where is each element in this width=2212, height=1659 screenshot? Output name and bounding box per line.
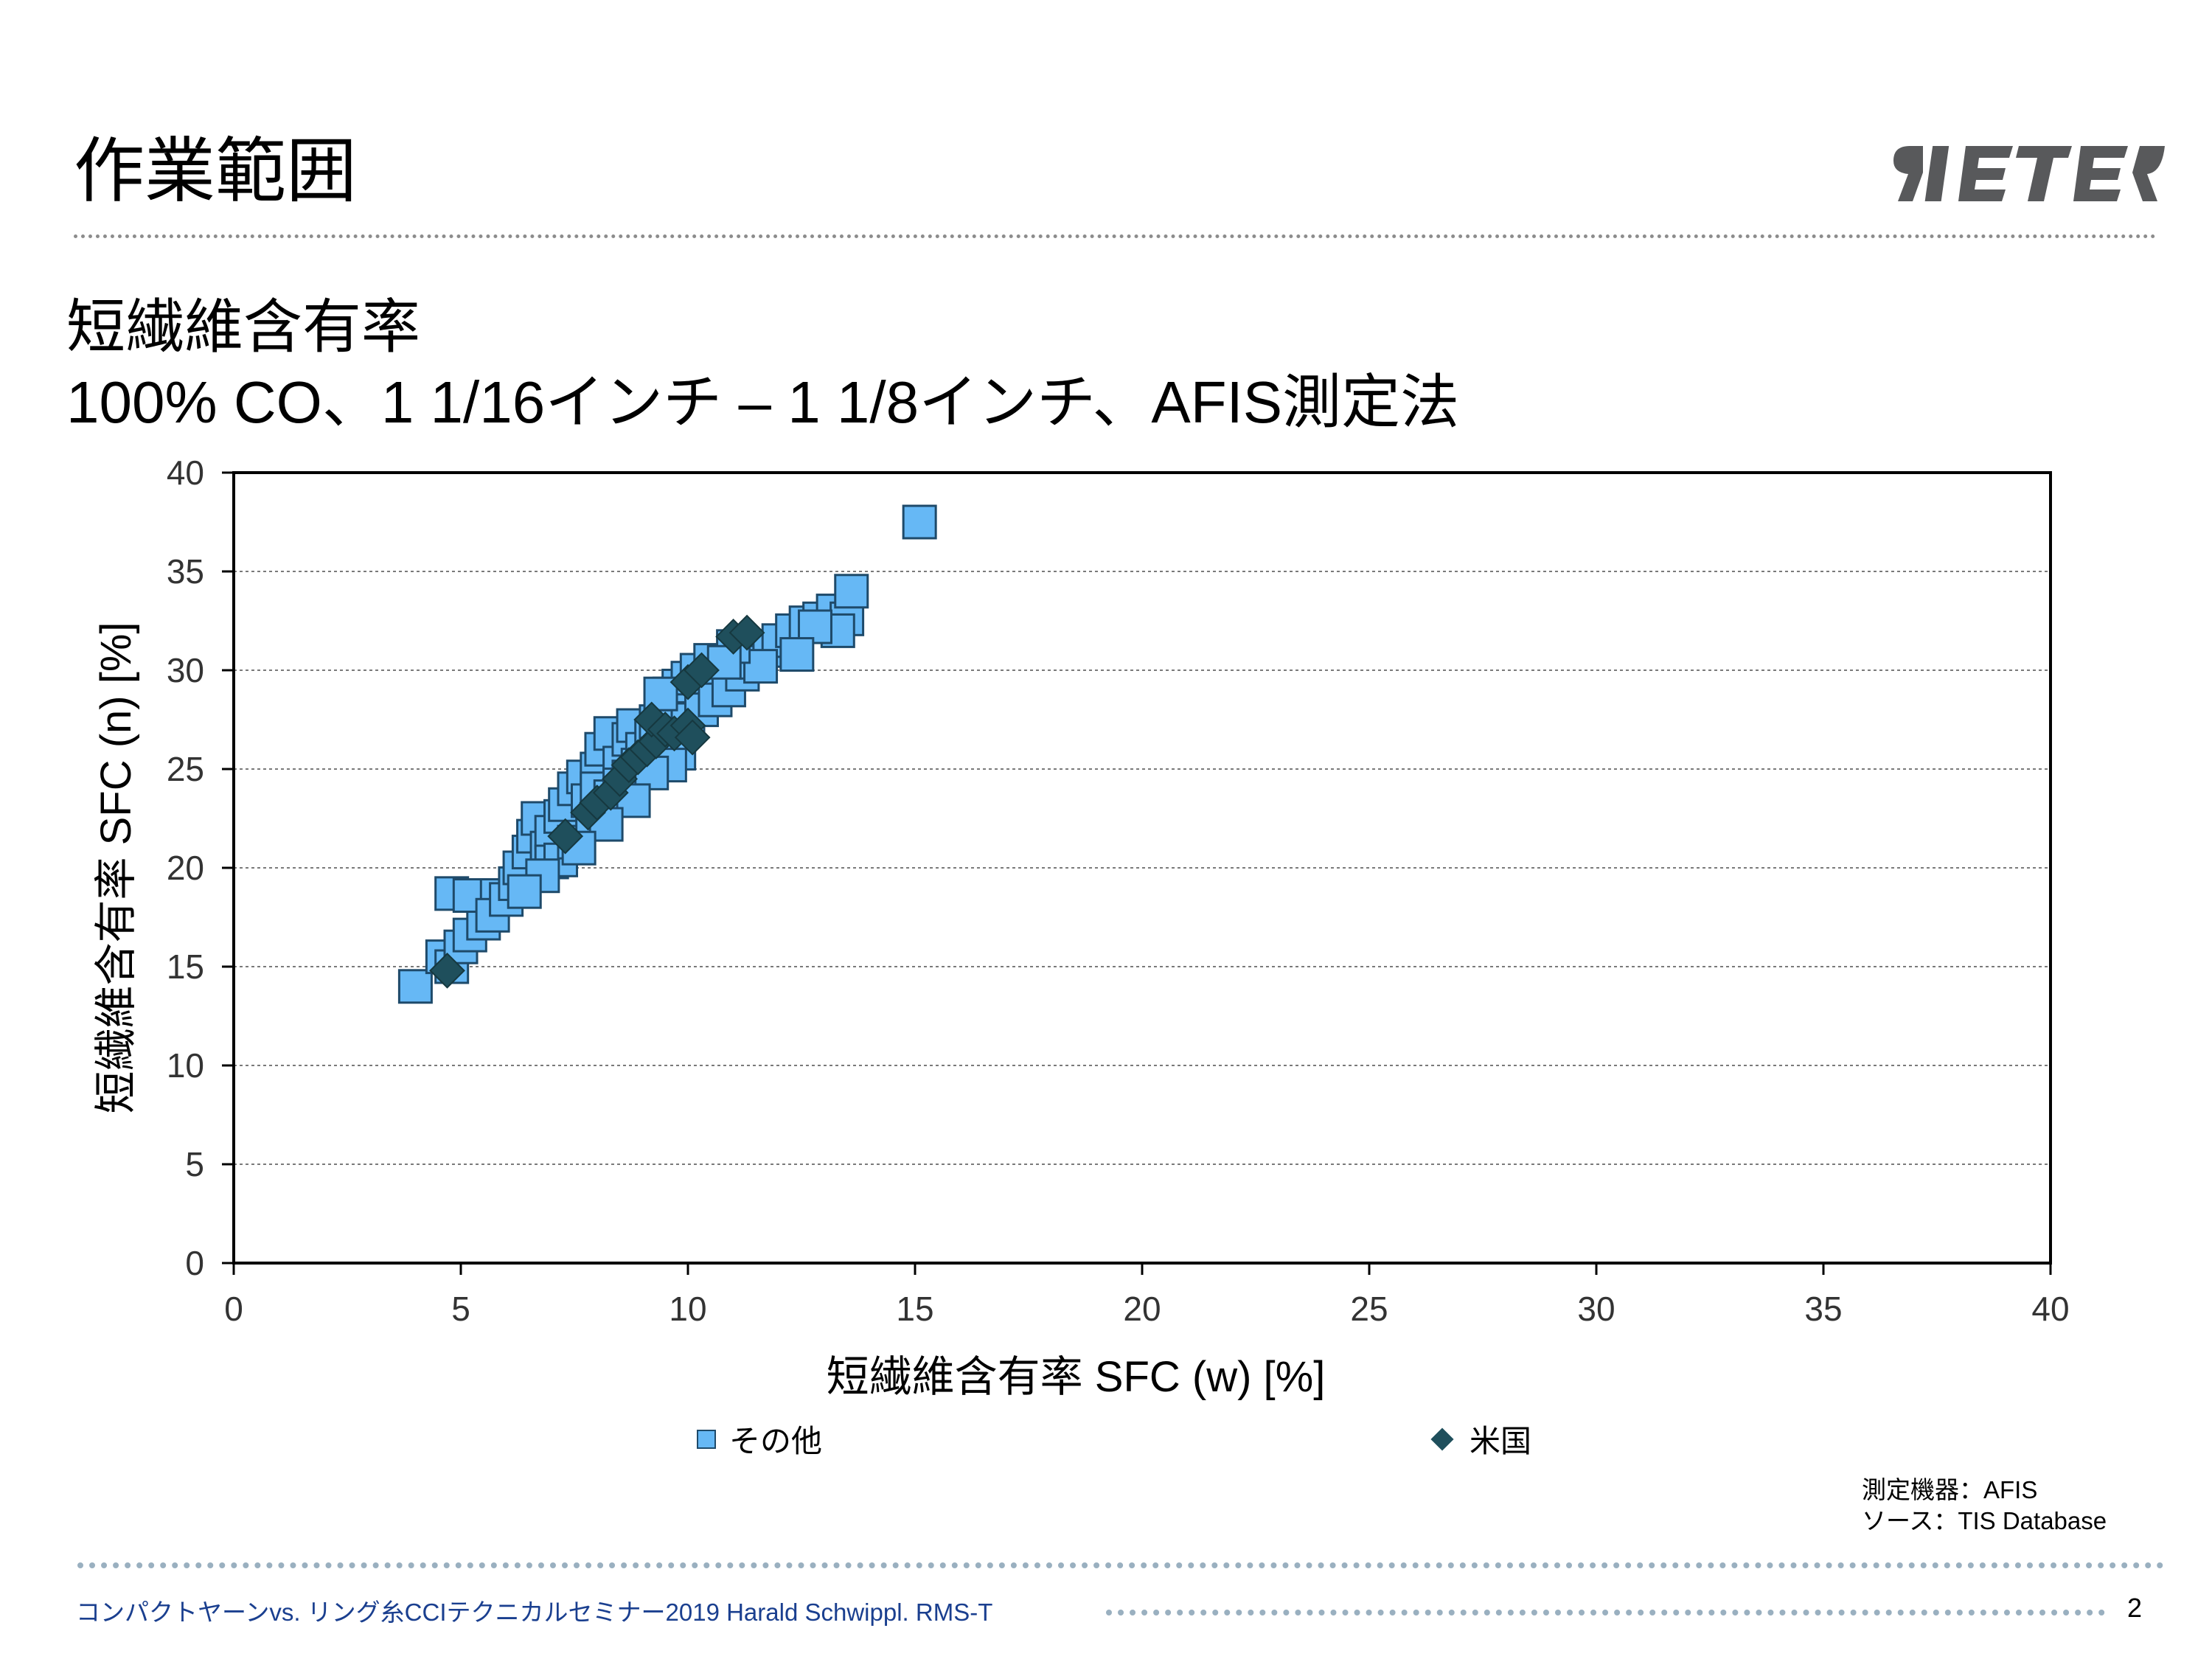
sfc-scatter-chart: 0 5 10 15 20 25 30 35 40 0 5 10 15 20 25 30 35 40 短繊維含有率 …: [92, 453, 2070, 1401]
x-tick-label-15: 15: [896, 1290, 933, 1328]
rieter-logo: [1893, 146, 2165, 201]
x-tick-label-40: 40: [2031, 1290, 2069, 1328]
data-point-other-0: [397, 969, 433, 1004]
x-tick-label-10: 10: [669, 1290, 706, 1328]
data-point-usa-16: [684, 652, 720, 689]
x-tick-label-30: 30: [1577, 1290, 1615, 1328]
footer-dotted-divider: [77, 1562, 2164, 1568]
subtitle-line-1: 短繊維含有率: [66, 294, 420, 360]
y-tick-label-5: 5: [185, 1145, 204, 1183]
x-tick-label-5: 5: [451, 1290, 470, 1328]
x-axis-title: 短繊維含有率 SFC (w) [%]: [827, 1353, 1326, 1401]
data-point-usa-1: [547, 818, 584, 855]
header-divider: [74, 234, 2157, 238]
data-point-usa-0: [429, 952, 465, 989]
x-tick-label-0: 0: [224, 1290, 243, 1328]
square-marker-icon: [697, 1429, 716, 1449]
measurement-device-note: 測定機器：AFIS: [1862, 1476, 2038, 1503]
y-tick-label-15: 15: [167, 947, 204, 986]
x-tick-label-35: 35: [1804, 1290, 1842, 1328]
y-tick-label-10: 10: [167, 1046, 204, 1085]
page-title: 作業範囲: [74, 132, 357, 211]
y-axis-title: 短繊維含有率 SFC (n) [%]: [92, 622, 140, 1113]
source-note: 測定機器：AFIS ソース：TIS Database: [1862, 1475, 2107, 1537]
data-point-usa-14: [674, 719, 711, 756]
page-number: 2: [2127, 1593, 2143, 1623]
data-point-other-63: [779, 637, 815, 672]
legend-item-other: その他: [697, 1416, 822, 1461]
data-point-other-60: [834, 574, 869, 609]
data-markers: [397, 504, 937, 1004]
legend-label-other: その他: [729, 1424, 823, 1458]
diamond-marker-icon: [1430, 1427, 1454, 1451]
x-tick-label-20: 20: [1123, 1290, 1161, 1328]
y-tick-label-30: 30: [167, 651, 204, 689]
slide-subtitle: 短繊維含有率 100% CO、1 1/16インチ – 1 1/8インチ、AFIS…: [66, 290, 1459, 440]
data-point-usa-18: [728, 614, 765, 651]
footer-text: コンパクトヤーンvs. リング糸CCIテクニカルセミナー2019 Harald …: [76, 1599, 993, 1626]
y-tick-label-35: 35: [167, 552, 204, 591]
y-tick-label-20: 20: [167, 849, 204, 887]
y-tick-label-40: 40: [167, 453, 204, 492]
legend-label-usa: 米国: [1470, 1424, 1532, 1458]
axis-ticks: 0 5 10 15 20 25 30 35 40 0 5 10 15 20 25 30 35 40: [167, 453, 2070, 1328]
y-tick-label-0: 0: [185, 1244, 204, 1282]
legend-item-usa: 米国: [1430, 1416, 1532, 1461]
data-source-note: ソース：TIS Database: [1862, 1507, 2107, 1534]
data-point-other-75: [507, 874, 542, 909]
x-tick-label-25: 25: [1350, 1290, 1388, 1328]
subtitle-line-2: 100% CO、1 1/16インチ – 1 1/8インチ、AFIS測定法: [66, 369, 1460, 435]
data-point-other-76: [902, 504, 937, 540]
y-tick-label-25: 25: [167, 750, 204, 788]
footer-dotted-divider-lower: [1106, 1610, 2105, 1615]
